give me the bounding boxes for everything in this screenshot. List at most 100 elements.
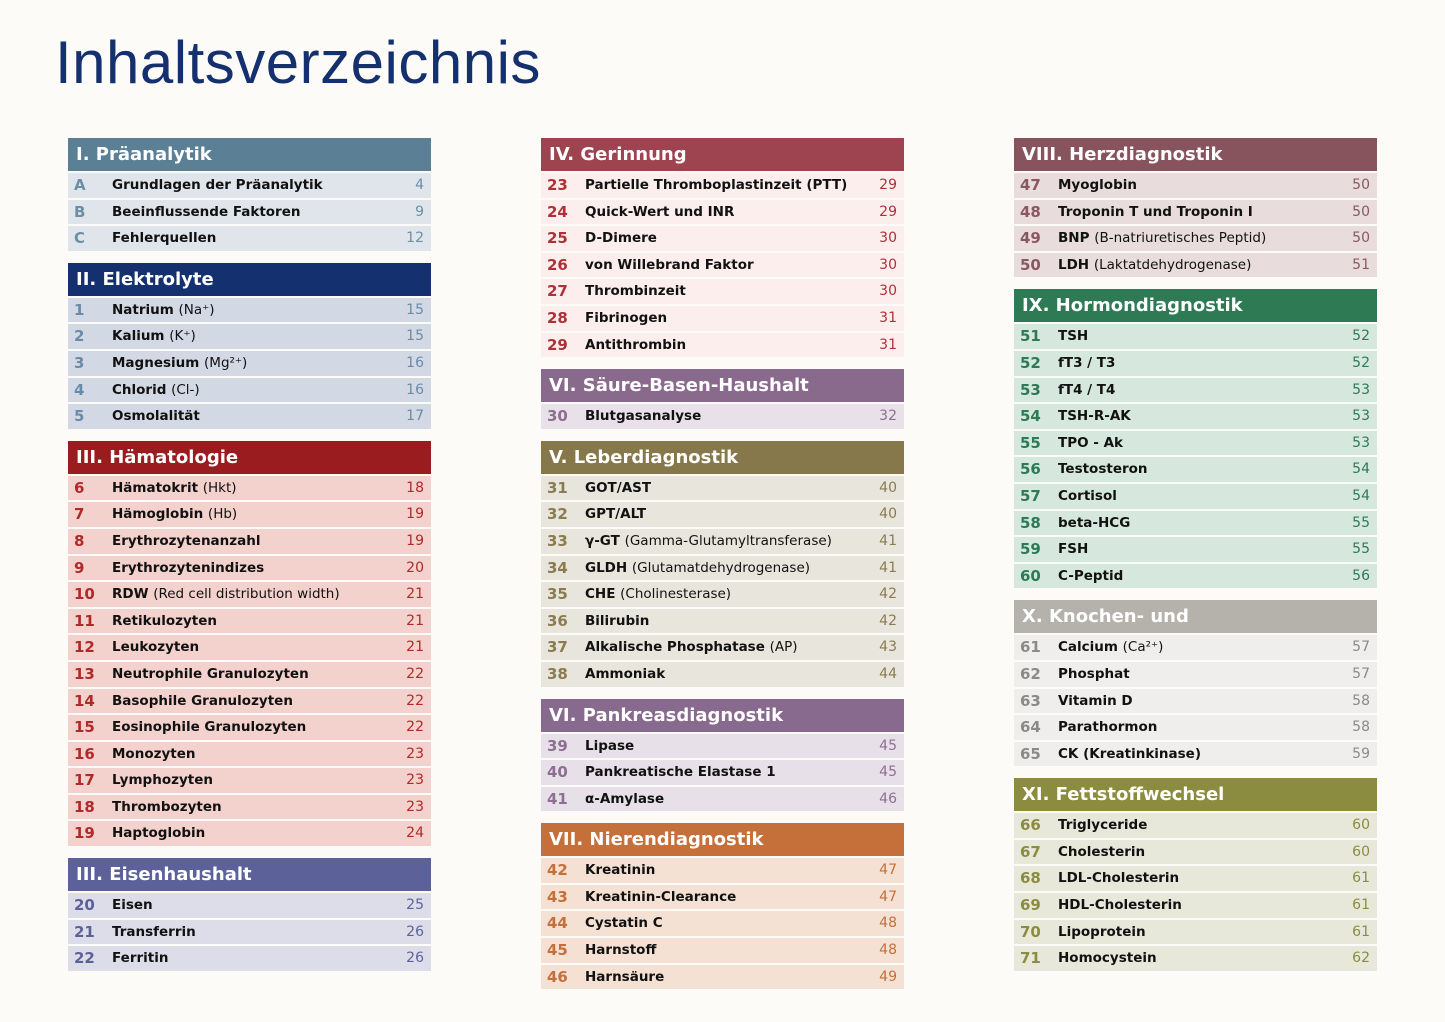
entry-name: Cholesterin [1058,840,1145,865]
entry-name: Hämoglobin (Hb) [112,502,237,527]
toc-section: X. Knochen- und Muskelstoffwechsel61 Calc… [1014,600,1377,767]
entry-title: Blutgasanalyse [585,408,702,425]
entry-number: 27 [547,282,568,301]
entry-name: Retikulozyten [112,609,217,634]
toc-entry: A Grundlagen der Präanalytik 4 [68,173,431,198]
entry-number: 32 [547,505,568,524]
toc-entry: 27 Thrombinzeit 30 [541,279,904,304]
entry-page: 60 [1352,817,1370,834]
entry-title: Erythrozytenanzahl [112,532,261,549]
entry-title: Monozyten [112,745,196,762]
entry-title: Calcium [1058,639,1118,656]
entry-name: Haptoglobin [112,821,205,846]
toc-section: III. Eisenhaushalt 20 Eisen 25 21 Transferrin… [68,858,431,971]
entry-name: Natrium (Na⁺) [112,298,215,323]
toc-entry: 32 GPT/ALT 40 [541,502,904,527]
entry-number: 19 [74,824,95,843]
entry-detail: (Glutamatdehydrogenase) [631,559,811,576]
toc-entry: 29 Antithrombin 31 [541,332,904,358]
entry-title: Cholesterin [1058,843,1146,860]
entry-title: TSH-R-AK [1058,408,1131,425]
entry-name: Parathormon [1058,715,1157,740]
entry-number: 29 [547,335,568,354]
entry-page: 48 [879,942,897,959]
entry-name: GOT/AST [585,476,651,501]
entry-page: 50 [1352,203,1370,220]
entry-title: Fibrinogen [585,309,668,326]
entry-name: Fibrinogen [585,306,667,331]
toc-entry: 11 Retikulozyten 21 [68,608,431,634]
toc-entry: 55 TPO - Ak 53 [1014,430,1377,456]
entry-number: 67 [1020,842,1041,861]
entry-name: GLDH (Glutamatdehydrogenase) [585,556,810,581]
entry-name: beta-HCG [1058,511,1130,536]
entry-number: 3 [74,353,85,372]
entry-title: Erythrozytenindizes [112,559,265,576]
entry-name: Bilirubin [585,609,649,634]
entry-title: Thrombozyten [112,798,222,815]
entry-page: 21 [406,639,424,656]
toc-section: IX. Hormondiagnostik 51 TSH 52 52 fT3 / T3 52 5… [1014,289,1377,589]
entry-title: LDH [1058,256,1090,273]
entry-name: C-Peptid [1058,564,1123,589]
entry-name: α-Amylase [585,787,664,812]
toc-entry: 60 C-Peptid 56 [1014,563,1377,589]
entry-name: FSH [1058,537,1088,562]
entry-number: 10 [74,585,95,604]
entry-name: Quick-Wert und INR [585,200,734,225]
toc-entry: 17 Lymphozyten 23 [68,768,431,793]
toc-entry: 54 TSH-R-AK 53 [1014,404,1377,429]
entry-title: Phosphat [1058,665,1130,682]
entry-page: 31 [879,309,897,326]
entry-page: 52 [1352,354,1370,371]
entry-title: RDW [112,586,149,603]
entry-number: 14 [74,691,95,710]
entry-page: 57 [1352,665,1370,682]
entry-page: 23 [406,798,424,815]
entry-title: fT3 / T3 [1058,354,1116,371]
toc-entry: 69 HDL-Cholesterin 61 [1014,893,1377,918]
entry-name: Hämatokrit (Hkt) [112,476,237,501]
toc-entry: 63 Vitamin D 58 [1014,688,1377,714]
entry-title: Troponin T und Troponin I [1058,203,1253,220]
entry-number: 45 [547,941,568,960]
entry-page: 56 [1352,567,1370,584]
section-header: VI. Säure-Basen-Haushalt [541,369,904,403]
entry-page: 22 [406,692,424,709]
entry-number: 70 [1020,922,1041,941]
entry-title: Partielle Thromboplastinzeit (PTT) [585,177,848,193]
entry-title: Quick-Wert und INR [585,203,735,220]
entry-detail: (B-natriuretisches Peptid) [1094,230,1267,247]
entry-page: 53 [1352,434,1370,451]
entry-name: Lipoprotein [1058,920,1146,945]
entry-page: 47 [879,888,897,905]
entry-title: Harnsäure [585,968,665,985]
entry-title: fT4 / T4 [1058,381,1116,398]
entry-number: 47 [1020,176,1041,194]
entry-detail: (Ca²⁺) [1122,639,1164,656]
entry-title: CHE [585,586,616,603]
toc-entry: 5 Osmolalität 17 [68,404,431,429]
entry-detail: (Cholinesterase) [620,586,732,603]
toc-entry: 25 D-Dimere 30 [541,226,904,251]
entry-title: Chlorid [112,381,167,398]
entry-title: Antithrombin [585,336,687,353]
toc-section: VI. Pankreasdiagnostik 39 Lipase 45 40 Pankre… [541,698,904,812]
toc-entry: 8 Erythrozytenanzahl 19 [68,528,431,554]
entry-name: Alkalische Phosphatase (AP) [585,635,798,660]
toc-entry: 39 Lipase 45 [541,733,904,759]
toc-entry: 49 BNP (B-natriuretisches Peptid) 50 [1014,226,1377,251]
entry-number: 42 [547,861,568,880]
toc-entry: 67 Cholesterin 60 [1014,839,1377,865]
entry-page: 32 [879,408,897,425]
toc-entry: 48 Troponin T und Troponin I 50 [1014,199,1377,225]
toc-entry: 71 Homocystein 62 [1014,946,1377,971]
entry-name: Myoglobin [1058,173,1137,198]
entry-page: 60 [1352,843,1370,860]
entry-page: 42 [879,612,897,629]
entry-number: 55 [1020,433,1041,452]
toc-section: VI. Säure-Basen-Haushalt 30 Blutgasanalyse… [541,369,904,429]
entry-title: BNP [1058,230,1090,247]
entry-title: Hämatokrit [112,479,199,496]
section-header: XI. Fettstoffwechsel [1014,778,1377,812]
